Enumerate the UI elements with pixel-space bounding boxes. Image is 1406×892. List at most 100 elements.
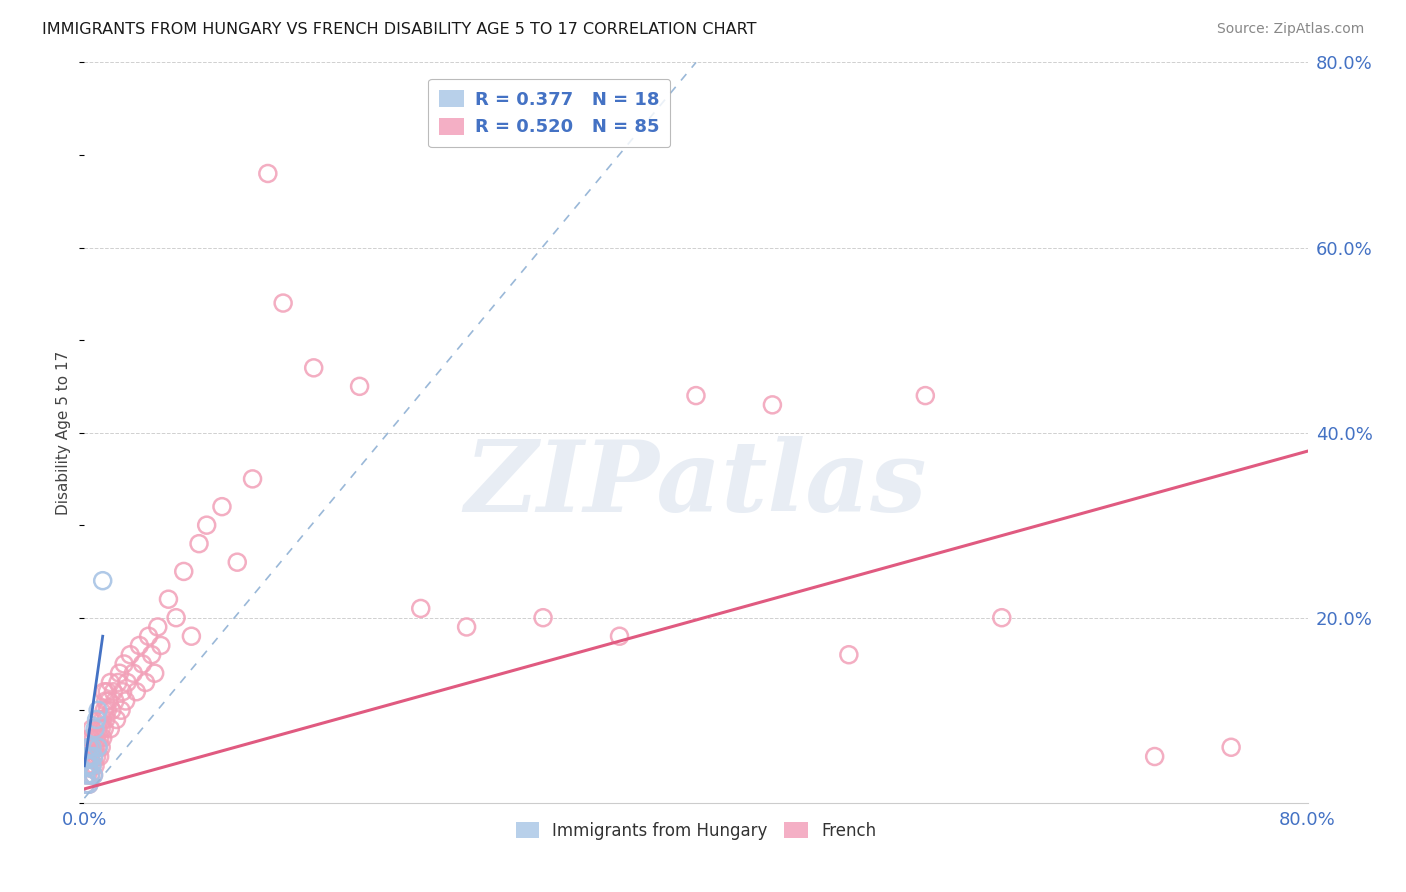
Point [89, 749, 111, 764]
Point [531, 610, 554, 624]
Point [120, 648, 142, 662]
Point [89, 713, 111, 727]
Point [91, 731, 114, 745]
Point [84, 722, 107, 736]
Point [84, 740, 107, 755]
Point [83, 731, 105, 745]
Point [1143, 749, 1166, 764]
Point [79, 768, 101, 782]
Point [838, 648, 860, 662]
Point [93, 722, 115, 736]
Point [98, 722, 121, 736]
Point [94, 713, 117, 727]
Point [135, 675, 157, 690]
Point [409, 601, 432, 615]
Point [77, 758, 100, 772]
Point [87, 740, 110, 755]
Point [91, 574, 114, 588]
Point [302, 360, 325, 375]
Point [75, 758, 97, 772]
Point [77, 740, 100, 755]
Point [93, 685, 115, 699]
Point [125, 685, 148, 699]
Point [83, 768, 105, 782]
Point [165, 610, 187, 624]
Point [79, 749, 101, 764]
Text: IMMIGRANTS FROM HUNGARY VS FRENCH DISABILITY AGE 5 TO 17 CORRELATION CHART: IMMIGRANTS FROM HUNGARY VS FRENCH DISABI… [42, 22, 756, 37]
Point [1220, 740, 1243, 755]
Point [98, 675, 121, 690]
Point [86, 749, 108, 764]
Point [80, 758, 103, 772]
Text: ZIPatlas: ZIPatlas [465, 436, 927, 533]
Point [188, 536, 211, 550]
Point [76, 768, 98, 782]
Point [80, 758, 103, 772]
Point [83, 749, 105, 764]
Point [242, 472, 264, 486]
Point [114, 694, 136, 708]
Point [77, 777, 100, 791]
Point [84, 758, 107, 772]
Point [103, 685, 125, 699]
Point [105, 713, 128, 727]
Point [87, 722, 110, 736]
Point [761, 398, 783, 412]
Point [94, 694, 117, 708]
Point [456, 620, 478, 634]
Point [991, 610, 1014, 624]
Point [91, 713, 114, 727]
Point [195, 518, 218, 533]
Point [87, 703, 110, 717]
Point [89, 731, 111, 745]
Point [93, 703, 115, 717]
Point [77, 740, 100, 755]
Point [107, 675, 129, 690]
Point [141, 648, 163, 662]
Point [90, 722, 112, 736]
Point [149, 639, 172, 653]
Point [83, 768, 105, 782]
Point [86, 713, 108, 727]
Point [146, 620, 169, 634]
Point [115, 675, 138, 690]
Point [80, 722, 103, 736]
Point [108, 666, 131, 681]
Point [349, 379, 371, 393]
Point [83, 749, 105, 764]
Point [914, 388, 936, 402]
Point [143, 666, 166, 681]
Point [75, 768, 97, 782]
Point [77, 758, 100, 772]
Point [157, 592, 180, 607]
Point [128, 639, 150, 653]
Point [131, 657, 153, 671]
Point [79, 768, 101, 782]
Point [122, 666, 145, 681]
Point [211, 500, 233, 514]
Point [79, 749, 101, 764]
Point [112, 657, 135, 671]
Point [97, 694, 120, 708]
Point [87, 740, 110, 755]
Point [96, 703, 118, 717]
Point [80, 740, 103, 755]
Point [80, 740, 103, 755]
Point [79, 731, 101, 745]
Point [685, 388, 707, 402]
Point [90, 740, 112, 755]
Point [180, 629, 202, 643]
Point [76, 749, 98, 764]
Point [111, 685, 134, 699]
Text: Source: ZipAtlas.com: Source: ZipAtlas.com [1216, 22, 1364, 37]
Point [138, 629, 160, 643]
Legend: Immigrants from Hungary, French: Immigrants from Hungary, French [509, 815, 883, 847]
Point [173, 565, 195, 579]
Point [271, 296, 294, 310]
Point [609, 629, 631, 643]
Point [75, 777, 97, 791]
Point [110, 703, 132, 717]
Point [226, 555, 249, 569]
Point [101, 703, 124, 717]
Point [76, 749, 98, 764]
